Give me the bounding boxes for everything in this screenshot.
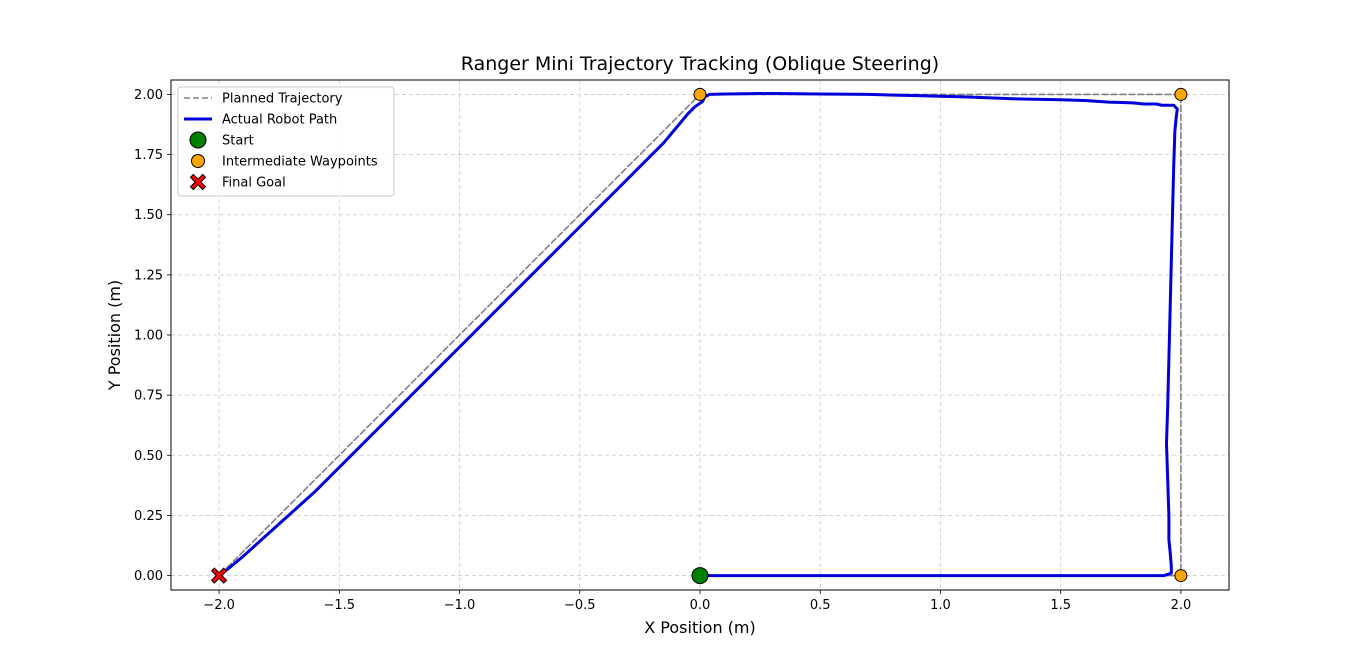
chart-title: Ranger Mini Trajectory Tracking (Oblique…	[461, 53, 939, 75]
y-tick-label: 0.25	[134, 509, 163, 524]
marker-layer	[210, 87, 1188, 585]
y-tick-label: 1.25	[134, 268, 163, 283]
legend-label: Final Goal	[222, 176, 286, 191]
x-tick-label: 0.0	[690, 598, 711, 613]
waypoint-marker	[191, 154, 205, 168]
y-tick-label: 0.75	[134, 389, 163, 404]
y-tick-label: 1.00	[134, 329, 163, 344]
waypoint-marker	[1174, 569, 1188, 583]
x-axis-title: X Position (m)	[644, 618, 756, 637]
x-tick-label: 1.0	[930, 598, 951, 613]
x-tick-label: −2.0	[203, 598, 235, 613]
waypoint-marker	[693, 87, 707, 101]
x-tick-label: 1.5	[1050, 598, 1071, 613]
x-tick-label: 0.5	[810, 598, 831, 613]
legend: Planned Trajectory Actual Robot Path Start…	[177, 86, 395, 197]
legend-box	[177, 86, 395, 197]
y-tick-label: 0.50	[134, 449, 163, 464]
legend-label: Actual Robot Path	[222, 113, 337, 128]
legend-label: Planned Trajectory	[222, 92, 343, 107]
start-marker	[691, 567, 709, 585]
y-axis: 0.00 0.25 0.50 0.75 1.00 1.25 1.50 1.75 2.00	[134, 88, 171, 584]
legend-label: Intermediate Waypoints	[222, 155, 378, 170]
x-tick-label: −0.5	[564, 598, 596, 613]
goal-marker	[210, 567, 228, 584]
actual-robot-path-line	[217, 91, 1179, 578]
waypoint-marker	[1174, 87, 1188, 101]
series-layer	[217, 91, 1182, 578]
x-axis: −2.0 −1.5 −1.0 −0.5 0.0 0.5 1.0 1.5 2.0	[203, 590, 1191, 613]
legend-label: Start	[222, 134, 254, 149]
x-tick-label: 2.0	[1171, 598, 1192, 613]
y-tick-label: 2.00	[134, 88, 163, 103]
y-axis-title: Y Position (m)	[105, 280, 124, 391]
y-tick-label: 1.75	[134, 148, 163, 163]
y-tick-label: 0.00	[134, 569, 163, 584]
goal-marker	[189, 173, 207, 191]
y-tick-label: 1.50	[134, 208, 163, 223]
x-tick-label: −1.0	[444, 598, 476, 613]
x-tick-label: −1.5	[324, 598, 356, 613]
start-marker	[189, 131, 207, 149]
